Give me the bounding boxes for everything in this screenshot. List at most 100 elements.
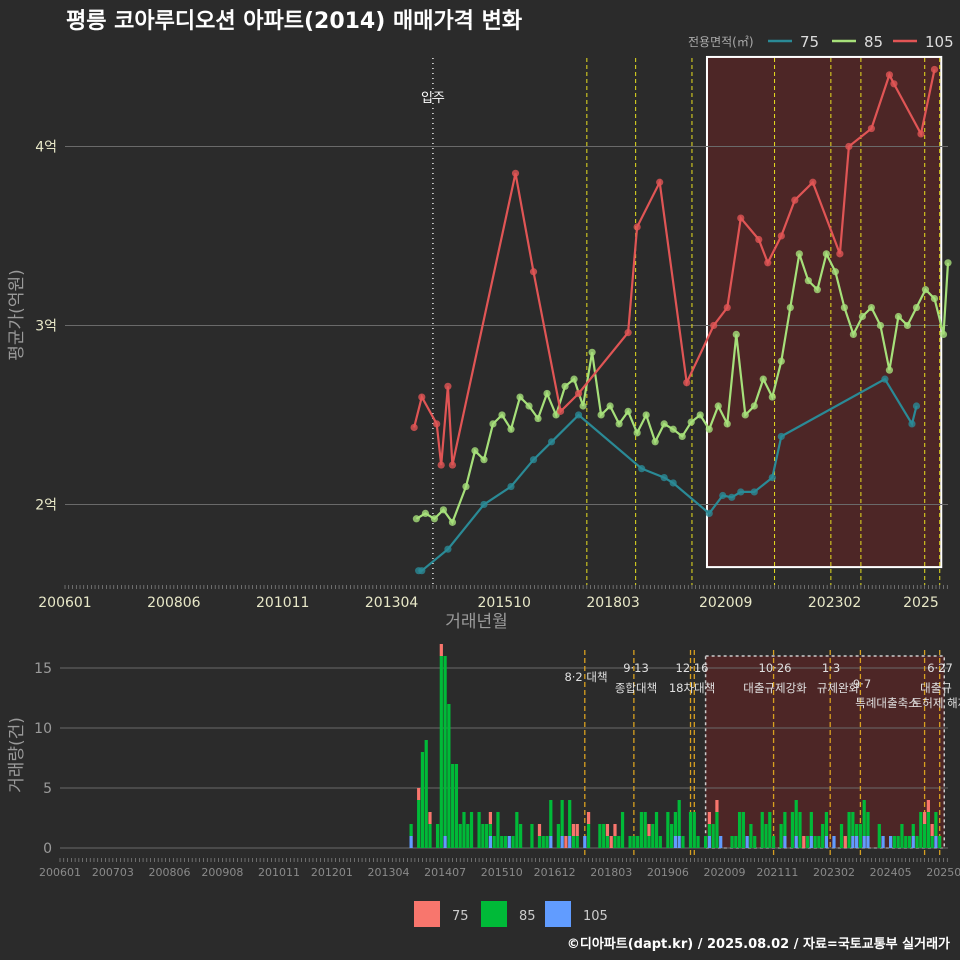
bar-segment-85 [855,824,859,836]
x-tick-label: 201304 [367,866,409,879]
bar-segment-85 [636,836,640,848]
bar-segment-85 [477,812,481,848]
legend-swatch-85 [481,901,507,927]
series-line-85 [415,250,950,525]
bar-segment-105 [677,836,681,848]
bar-segment-85 [617,836,621,848]
bar-segment-75 [613,824,617,836]
bar-segment-85 [613,836,617,848]
credit-text: ©디아파트(dapt.kr) / 2025.08.02 / 자료=국토교통부 실… [567,936,950,952]
bar-segment-85 [790,812,795,848]
bar-segment-85 [896,836,900,848]
bar-segment-85 [677,800,681,836]
bar-segment-85 [454,764,459,848]
bar-segment-85 [821,824,825,848]
bar-segment-105 [866,836,870,848]
policy-annotation: 규제완화 [817,681,860,695]
bar-segment-85 [877,824,881,848]
x-tick-label: 201407 [424,866,466,879]
highlight-box [705,55,943,569]
bar-segment-85 [503,836,508,848]
bar-segment-85 [647,836,651,848]
bar-segment-75 [843,836,847,848]
bar-segment-85 [749,824,753,848]
bar-segment-85 [824,812,829,836]
bar-segment-85 [632,836,636,848]
chart-title: 평릉 코아루디오션 아파트(2014) 매매가격 변화 [66,9,522,34]
bar-segment-85 [602,824,606,848]
bar-segment-85 [911,824,915,836]
bar-segment-85 [704,836,708,848]
bar-segment-85 [560,800,564,836]
legend-label: 85 [864,33,883,51]
bar-segment-85 [783,812,787,836]
bar-segment-75 [537,824,542,836]
bar-segment-75 [575,824,579,836]
bar-segment-85 [862,800,866,836]
bar-segment-85 [839,824,844,848]
bar-segment-85 [866,812,870,836]
bar-segment-105 [851,836,855,848]
bar-segment-85 [409,824,413,836]
bar-segment-85 [643,812,647,848]
policy-annotation: 대출규제강화 [743,681,807,695]
bar-segment-85 [586,824,591,848]
bar-segment-75 [428,812,432,824]
x-tick-label: 202009 [699,595,752,611]
bar-segment-75 [930,824,934,836]
bar-segment-85 [730,836,734,848]
bar-segment-105 [783,836,787,848]
legend-label: 85 [519,909,536,924]
policy-annotation: 18차대책 [669,681,715,695]
x-tick-label: 201201 [311,866,353,879]
bar-segment-85 [919,812,923,848]
bar-segment-85 [496,812,500,848]
bar-segment-85 [420,752,425,848]
x-tick-label: 200806 [147,595,201,611]
bar-segment-85 [651,824,655,848]
bar-segment-85 [734,836,738,848]
bar-segment-105 [745,836,749,848]
x-tick-label: 200601 [39,866,81,879]
policy-annotation: 10·26 [759,661,792,675]
bar-segment-85 [907,836,912,848]
y-tick-label: 4억 [35,139,57,155]
bar-segment-75 [802,836,806,848]
bar-segment-105 [707,836,711,848]
bar-segment-85 [571,836,576,848]
bar-segment-85 [488,824,493,836]
bar-segment-85 [549,800,553,836]
bar-segment-85 [556,824,560,848]
x-tick-label: 200806 [148,866,190,879]
policy-annotation: 8·2 대책 [564,670,607,684]
policy-annotation: 6·27 [927,661,953,675]
bar-segment-75 [707,812,711,824]
policy-annotation: 종합대책 [615,681,657,695]
bar-segment-105 [549,836,553,848]
bar-segment-75 [922,812,927,824]
legend-swatch-75 [414,901,440,927]
price-panel: 2억 3억 4억 200601 200806 201011 201304 201510 2018… [7,55,952,632]
volume-panel: 0 5 10 15 200601 200703 200806 200908 201011 2012… [7,644,960,879]
bar-segment-85 [568,800,572,836]
bar-segment-75 [609,836,613,848]
bar-segment-85 [500,836,504,848]
y-tick-label: 3억 [35,318,57,334]
bar-segment-85 [485,824,489,848]
bar-segment-75 [564,836,568,848]
bar-segment-85 [771,836,776,848]
bar-segment-85 [938,836,942,848]
policy-annotation: 9·13 [623,661,649,675]
x-tick-label: 202405 [870,866,912,879]
x-tick-label: 202009 [703,866,745,879]
bar-segment-85 [817,836,821,848]
bar-segment-85 [794,800,798,836]
legend-label: 105 [925,33,954,51]
y-tick-label: 15 [34,661,52,677]
x-tick-label: 202302 [808,595,861,611]
bar-segment-85 [462,812,466,848]
bar-segment-85 [715,812,719,848]
bar-segment-85 [537,836,542,848]
bar-segment-105 [794,836,798,848]
